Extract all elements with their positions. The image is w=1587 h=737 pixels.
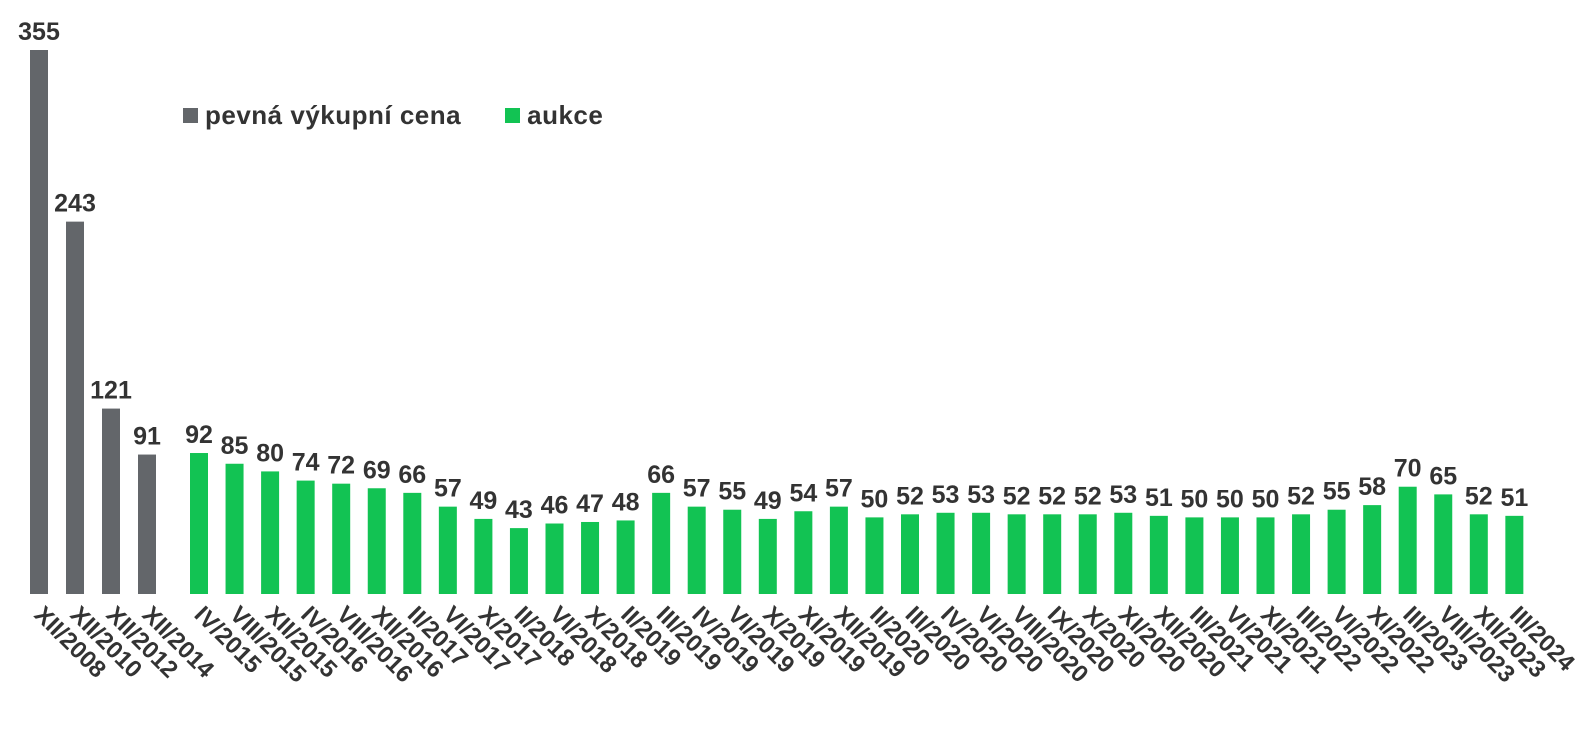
value-label-30: 53 [1109,481,1137,509]
value-label-0: 355 [18,18,60,46]
value-label-29: 52 [1074,482,1102,510]
value-label-16: 48 [612,488,640,516]
value-label-26: 53 [967,481,995,509]
value-label-34: 50 [1252,485,1280,513]
value-label-41: 51 [1500,484,1528,512]
value-label-24: 52 [896,482,924,510]
legend-label-aukce: aukce [527,100,604,130]
value-label-38: 70 [1394,455,1422,483]
value-label-20: 49 [754,487,782,515]
value-label-27: 52 [1003,482,1031,510]
legend-item-aukce: aukce [505,100,603,131]
value-label-19: 55 [718,478,746,506]
bar-3 [138,454,156,594]
value-label-9: 69 [363,456,391,484]
bar-6 [261,471,280,594]
bar-2 [102,408,120,594]
value-label-3: 91 [133,423,161,451]
legend-swatch-pevna [183,108,198,123]
value-label-22: 57 [825,475,853,503]
bar-25 [936,512,955,594]
bar-18 [687,506,706,594]
bar-8 [332,483,351,594]
bar-22 [829,506,848,594]
bar-10 [403,492,422,594]
bar-29 [1078,514,1097,594]
value-label-7: 74 [292,449,320,477]
category-labels-group: XII/2008XII/2010XII/2012XII/2014IV/2015V… [29,601,1581,688]
value-label-11: 57 [434,475,462,503]
value-label-18: 57 [683,475,711,503]
value-label-5: 85 [221,432,249,460]
bar-27 [1007,514,1026,594]
bar-14 [545,523,564,594]
bar-1 [66,221,84,594]
value-label-33: 50 [1216,485,1244,513]
bar-36 [1327,509,1346,594]
bar-7 [296,480,315,594]
bar-21 [794,511,813,594]
bar-5 [225,463,244,594]
value-label-6: 80 [256,439,284,467]
value-label-15: 47 [576,490,604,518]
bar-41 [1505,515,1524,594]
value-label-37: 58 [1358,473,1386,501]
bar-39 [1434,494,1453,594]
value-label-10: 66 [398,461,426,489]
bar-15 [581,521,600,594]
bar-24 [901,514,919,594]
value-label-36: 55 [1323,478,1351,506]
bar-20 [758,518,777,594]
bar-13 [509,528,528,594]
legend-label-pevna: pevná výkupní cena [205,100,462,130]
bar-11 [438,506,457,594]
bar-0 [30,50,48,594]
bar-12 [474,518,493,594]
bar-26 [972,512,991,594]
bar-30 [1114,512,1133,594]
value-label-32: 50 [1180,485,1208,513]
bar-40 [1469,514,1488,594]
bar-19 [723,509,742,594]
bar-35 [1292,514,1311,594]
bar-4 [190,453,208,594]
bar-38 [1398,486,1417,594]
value-label-17: 66 [647,461,675,489]
value-label-28: 52 [1038,482,1066,510]
value-label-4: 92 [185,421,213,449]
legend: pevná výkupní cena aukce [183,100,647,131]
value-label-14: 46 [541,492,569,520]
value-label-25: 53 [932,481,960,509]
legend-swatch-aukce [505,108,521,123]
value-label-2: 121 [90,377,132,405]
value-label-35: 52 [1287,482,1315,510]
value-label-12: 49 [469,487,497,515]
value-label-40: 52 [1465,482,1493,510]
bar-32 [1185,517,1204,594]
bars-group [30,50,1524,594]
value-label-8: 72 [327,452,355,480]
bar-28 [1043,514,1062,594]
bar-33 [1220,517,1239,594]
bar-37 [1363,505,1382,594]
value-label-1: 243 [54,190,96,218]
value-label-13: 43 [505,496,533,524]
value-label-31: 51 [1145,484,1173,512]
legend-item-pevna: pevná výkupní cena [183,100,461,131]
value-label-23: 50 [861,485,889,513]
bar-17 [652,492,671,594]
bar-34 [1256,517,1275,594]
bar-31 [1149,515,1168,594]
bar-16 [616,520,635,594]
value-label-21: 54 [789,479,817,507]
value-label-39: 65 [1429,462,1457,490]
bar-23 [865,517,884,594]
bar-9 [367,488,386,594]
